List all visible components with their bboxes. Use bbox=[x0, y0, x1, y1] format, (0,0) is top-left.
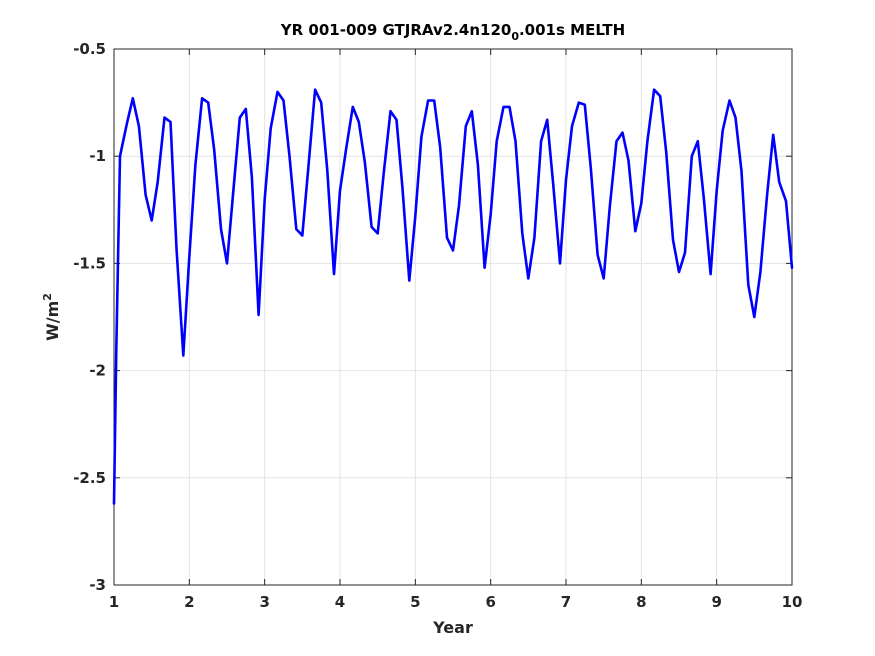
x-tick-label: 5 bbox=[410, 593, 420, 611]
y-tick-label: -3 bbox=[89, 576, 106, 594]
y-tick-label: -1.5 bbox=[73, 254, 106, 272]
chart-title-subscript: 0 bbox=[511, 30, 519, 43]
x-axis-label: Year bbox=[432, 618, 473, 637]
axis-ticks: 1 2 3 4 5 6 7 8 9 10 -3 -2.5 -2 -1.5 -1 -0.5 bbox=[73, 40, 802, 611]
plot-area bbox=[113, 48, 793, 586]
grid-lines bbox=[113, 48, 793, 586]
chart-title-main: YR 001-009 GTJRAv2.4n120 bbox=[280, 21, 512, 39]
chart-title: YR 001-009 GTJRAv2.4n1200.001s MELTH bbox=[280, 21, 625, 43]
x-tick-label: 10 bbox=[782, 593, 803, 611]
x-tick-label: 1 bbox=[109, 593, 119, 611]
data-lines bbox=[112, 88, 794, 505]
y-axis-label: W/m2 bbox=[41, 293, 62, 341]
y-axis-label-base: W/m bbox=[43, 301, 62, 341]
y-axis-label-superscript: 2 bbox=[41, 293, 54, 301]
y-tick-label: -1 bbox=[89, 147, 106, 165]
y-tick-label: -2.5 bbox=[73, 469, 106, 487]
x-tick-label: 6 bbox=[485, 593, 495, 611]
chart-title-tail: .001s MELTH bbox=[519, 21, 625, 39]
x-tick-label: 7 bbox=[561, 593, 571, 611]
y-tick-label: -2 bbox=[89, 362, 106, 380]
series-line bbox=[112, 88, 794, 505]
x-tick-label: 9 bbox=[711, 593, 721, 611]
x-tick-label: 4 bbox=[335, 593, 345, 611]
x-tick-label: 8 bbox=[636, 593, 646, 611]
x-tick-label: 2 bbox=[184, 593, 194, 611]
y-tick-label: -0.5 bbox=[73, 40, 106, 58]
x-tick-label: 3 bbox=[259, 593, 269, 611]
